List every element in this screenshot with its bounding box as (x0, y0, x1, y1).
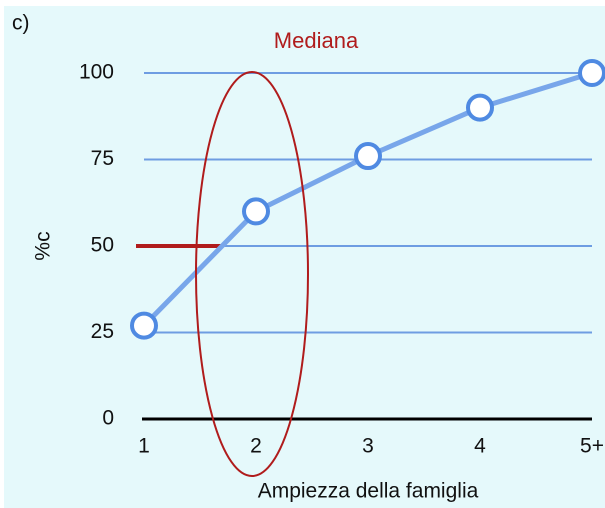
x-tick-label: 5+ (580, 435, 604, 458)
y-tick-label: 25 (91, 320, 114, 343)
x-tick-label: 2 (250, 435, 262, 458)
data-point (354, 142, 382, 171)
data-point (242, 197, 270, 226)
x-tick-label: 4 (474, 435, 486, 458)
data-point (130, 311, 158, 340)
y-tick-label: 75 (91, 147, 114, 170)
median-ellipse (195, 71, 309, 477)
panel-label: c) (12, 12, 30, 35)
data-point (466, 93, 494, 122)
y-tick-label: 100 (79, 61, 114, 84)
x-tick-label: 3 (362, 435, 374, 458)
annotation: Mediana (274, 28, 359, 53)
x-tick-label: 1 (138, 435, 150, 458)
x-axis-label: Ampiezza della famiglia (258, 480, 479, 503)
y-tick-label: 50 (91, 234, 114, 257)
data-point (578, 59, 605, 87)
background (4, 6, 605, 508)
y-tick-label: 0 (102, 407, 114, 430)
y-axis-label: %c (32, 231, 55, 260)
